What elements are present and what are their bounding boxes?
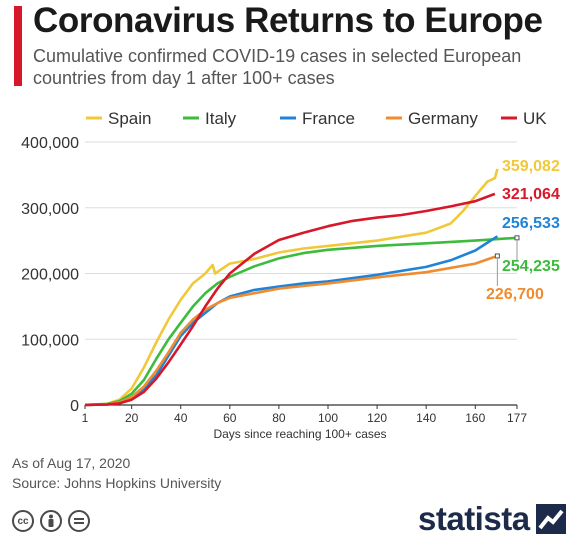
x-tick-label: 40 (174, 411, 188, 425)
x-axis-ticks: 1 20 40 60 80 100 120 140 160 177 (82, 405, 527, 425)
y-axis-ticks: 0 100,000 200,000 300,000 400,000 (21, 135, 79, 415)
y-tick-label: 400,000 (21, 135, 79, 152)
series-lines (84, 168, 518, 407)
x-tick-label: 177 (507, 411, 527, 425)
x-tick-label: 100 (318, 411, 338, 425)
no-derivatives-icon[interactable] (68, 510, 90, 532)
y-tick-label: 300,000 (21, 201, 79, 218)
x-axis-label: Days since reaching 100+ cases (213, 427, 386, 441)
y-tick-label: 100,000 (21, 332, 79, 349)
statista-logo[interactable]: statista (418, 500, 566, 538)
end-marker (514, 235, 520, 241)
accent-bar (14, 6, 22, 86)
line-chart: Spain Italy France Germany UK 0 100,000 200,00… (21, 109, 560, 441)
legend-label: France (302, 109, 355, 128)
brand-name: statista (418, 500, 530, 537)
legend-label: UK (523, 109, 547, 128)
y-tick-label: 200,000 (21, 267, 79, 284)
x-tick-label: 120 (367, 411, 387, 425)
date-note: As of Aug 17, 2020 (12, 455, 131, 471)
x-tick-label: 20 (125, 411, 139, 425)
series-line-italy (84, 236, 518, 407)
statista-mark-icon (535, 504, 566, 534)
chart-title: Coronavirus Returns to Europe (33, 1, 543, 40)
x-tick-label: 160 (465, 411, 485, 425)
series-line-uk (84, 192, 496, 407)
x-tick-label: 1 (82, 411, 89, 425)
end-labels: 359,082 254,235 256,533 226,700 321,064 (486, 158, 560, 303)
legend-label: Germany (408, 109, 478, 128)
x-tick-label: 80 (272, 411, 286, 425)
grid (85, 141, 517, 406)
end-label-france: 256,533 (502, 215, 560, 232)
series-line-spain (84, 168, 499, 407)
legend: Spain Italy France Germany UK (86, 109, 547, 128)
license-icons: cc (12, 510, 90, 532)
chart-subtitle: Cumulative confirmed COVID-19 cases in s… (33, 46, 522, 88)
end-label-italy: 254,235 (502, 258, 560, 275)
series-line-germany (84, 254, 498, 407)
source-note: Source: Johns Hopkins University (12, 475, 222, 491)
x-tick-label: 140 (416, 411, 436, 425)
legend-label: Spain (108, 109, 151, 128)
attribution-icon[interactable] (40, 510, 62, 532)
end-label-uk: 321,064 (502, 186, 560, 203)
cc-icon[interactable]: cc (12, 510, 34, 532)
y-tick-label: 0 (70, 398, 79, 415)
end-label-spain: 359,082 (502, 158, 560, 175)
legend-label: Italy (205, 109, 237, 128)
end-label-germany: 226,700 (486, 286, 544, 303)
x-tick-label: 60 (223, 411, 237, 425)
series-line-france (84, 235, 499, 407)
end-marker (494, 253, 500, 259)
